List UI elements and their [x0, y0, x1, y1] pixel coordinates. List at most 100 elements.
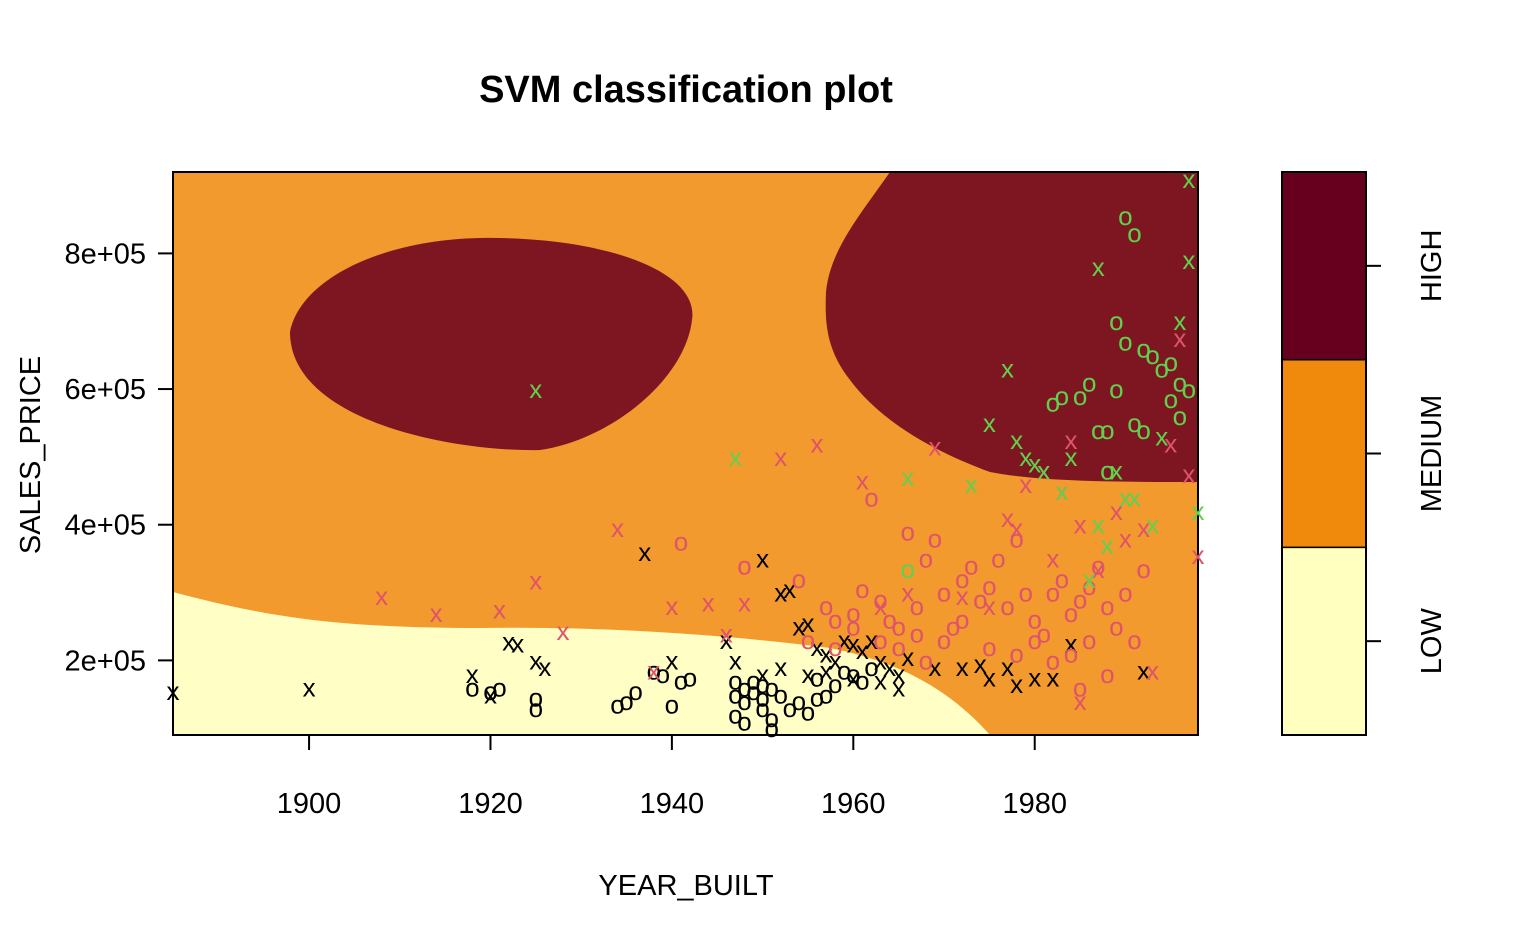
y-tick-label: 4e+05	[65, 510, 146, 542]
point-medium-observation: o	[982, 632, 996, 662]
point-low-support-vector: x	[538, 652, 551, 682]
point-low-observation: o	[819, 679, 833, 709]
point-low-support-vector: x	[802, 659, 815, 689]
point-high-support-vector: x	[901, 462, 914, 492]
point-medium-observation: o	[982, 571, 996, 601]
point-medium-support-vector: x	[1010, 513, 1023, 543]
point-medium-observation: o	[1027, 605, 1041, 635]
point-low-support-vector: x	[774, 578, 787, 608]
point-low-support-vector: x	[502, 626, 515, 656]
legend-label-high: HIGH	[1416, 230, 1448, 303]
point-low-support-vector: x	[802, 608, 815, 638]
point-medium-support-vector: x	[720, 618, 733, 648]
point-medium-observation: o	[792, 564, 806, 594]
point-low-observation: o	[810, 683, 824, 713]
point-low-observation: o	[783, 693, 797, 723]
point-medium-support-vector: x	[611, 513, 624, 543]
point-medium-observation: o	[828, 605, 842, 635]
point-high-observation: o	[1145, 340, 1159, 370]
plot-region	[172, 171, 1199, 736]
point-medium-observation: o	[828, 632, 842, 662]
point-low-support-vector: x	[956, 652, 969, 682]
legend-swatch-high	[1281, 171, 1367, 361]
point-high-support-vector: x	[1083, 564, 1096, 594]
point-high-support-vector: x	[1182, 245, 1195, 275]
point-medium-observation: o	[900, 517, 914, 547]
point-medium-support-vector: x	[1137, 513, 1150, 543]
point-medium-support-vector: x	[647, 656, 660, 686]
x-tick-label: 1960	[821, 788, 886, 820]
point-low-observation: o	[737, 673, 751, 703]
point-low-observation: o	[837, 656, 851, 686]
point-high-support-vector: x	[1028, 449, 1041, 479]
point-low-observation: o	[656, 659, 670, 689]
point-medium-support-vector: x	[1146, 656, 1159, 686]
point-low-support-vector: x	[838, 625, 851, 655]
point-low-observation: o	[737, 706, 751, 736]
point-low-support-vector: x	[167, 676, 180, 706]
point-medium-support-vector: x	[1182, 459, 1195, 489]
x-tick-label: 1900	[277, 788, 342, 820]
point-low-support-vector: x	[774, 652, 787, 682]
point-low-support-vector: x	[892, 659, 905, 689]
point-high-observation: o	[1118, 201, 1132, 231]
point-medium-support-vector: x	[1037, 456, 1050, 486]
point-medium-support-vector: x	[557, 616, 570, 646]
point-low-observation: o	[810, 662, 824, 692]
point-low-observation: o	[855, 666, 869, 696]
point-medium-support-vector: x	[1192, 540, 1205, 570]
point-medium-observation: o	[1046, 645, 1060, 675]
point-low-observation: o	[828, 669, 842, 699]
point-medium-observation: o	[1073, 673, 1087, 703]
legend-swatch-medium	[1281, 358, 1367, 549]
point-high-support-vector: x	[1182, 164, 1195, 194]
point-medium-observation: o	[674, 527, 688, 557]
point-low-support-vector: x	[883, 652, 896, 682]
point-medium-observation: o	[928, 523, 942, 553]
point-low-observation: o	[483, 676, 497, 706]
point-medium-observation: o	[1037, 618, 1051, 648]
point-low-support-vector: x	[1028, 662, 1041, 692]
point-medium-support-vector: x	[1046, 544, 1059, 574]
point-low-support-vector: x	[303, 673, 316, 703]
point-low-support-vector: x	[811, 632, 824, 662]
point-medium-support-vector: x	[1164, 428, 1177, 458]
point-medium-observation: o	[1027, 625, 1041, 655]
point-low-observation: o	[755, 693, 769, 723]
region-high-left	[290, 237, 693, 451]
point-high-support-vector: x	[1019, 442, 1032, 472]
point-low-support-vector: x	[466, 659, 479, 689]
point-high-support-vector: x	[1110, 456, 1123, 486]
point-high-support-vector: x	[1192, 496, 1205, 526]
point-high-observation: o	[1136, 415, 1150, 445]
point-low-observation: o	[628, 676, 642, 706]
point-low-support-vector: x	[720, 625, 733, 655]
point-medium-support-vector: x	[856, 466, 869, 496]
point-low-support-vector: x	[847, 662, 860, 692]
legend-label-low: LOW	[1416, 608, 1448, 675]
point-low-observation: o	[801, 696, 815, 726]
point-low-observation: o	[746, 666, 760, 696]
point-medium-observation: o	[937, 625, 951, 655]
point-medium-observation: o	[1136, 554, 1150, 584]
point-medium-support-vector: x	[738, 588, 751, 618]
point-medium-support-vector: x	[1065, 425, 1078, 455]
point-medium-observation: o	[1082, 625, 1096, 655]
point-high-observation: o	[1100, 456, 1114, 486]
point-medium-observation: o	[882, 605, 896, 635]
point-low-observation: o	[492, 673, 506, 703]
point-low-observation: o	[728, 679, 742, 709]
point-medium-observation: o	[1082, 571, 1096, 601]
point-high-observation: o	[1164, 384, 1178, 414]
point-low-support-vector: x	[874, 645, 887, 675]
y-tick-label: 6e+05	[65, 374, 146, 406]
point-medium-observation: o	[991, 544, 1005, 574]
point-low-support-vector: x	[847, 628, 860, 658]
point-medium-observation: o	[1046, 578, 1060, 608]
point-medium-observation: o	[937, 578, 951, 608]
point-medium-observation: o	[1018, 578, 1032, 608]
point-medium-observation: o	[1064, 639, 1078, 669]
point-medium-observation: o	[864, 483, 878, 513]
point-medium-observation: o	[964, 550, 978, 580]
point-medium-support-vector: x	[1055, 476, 1068, 506]
